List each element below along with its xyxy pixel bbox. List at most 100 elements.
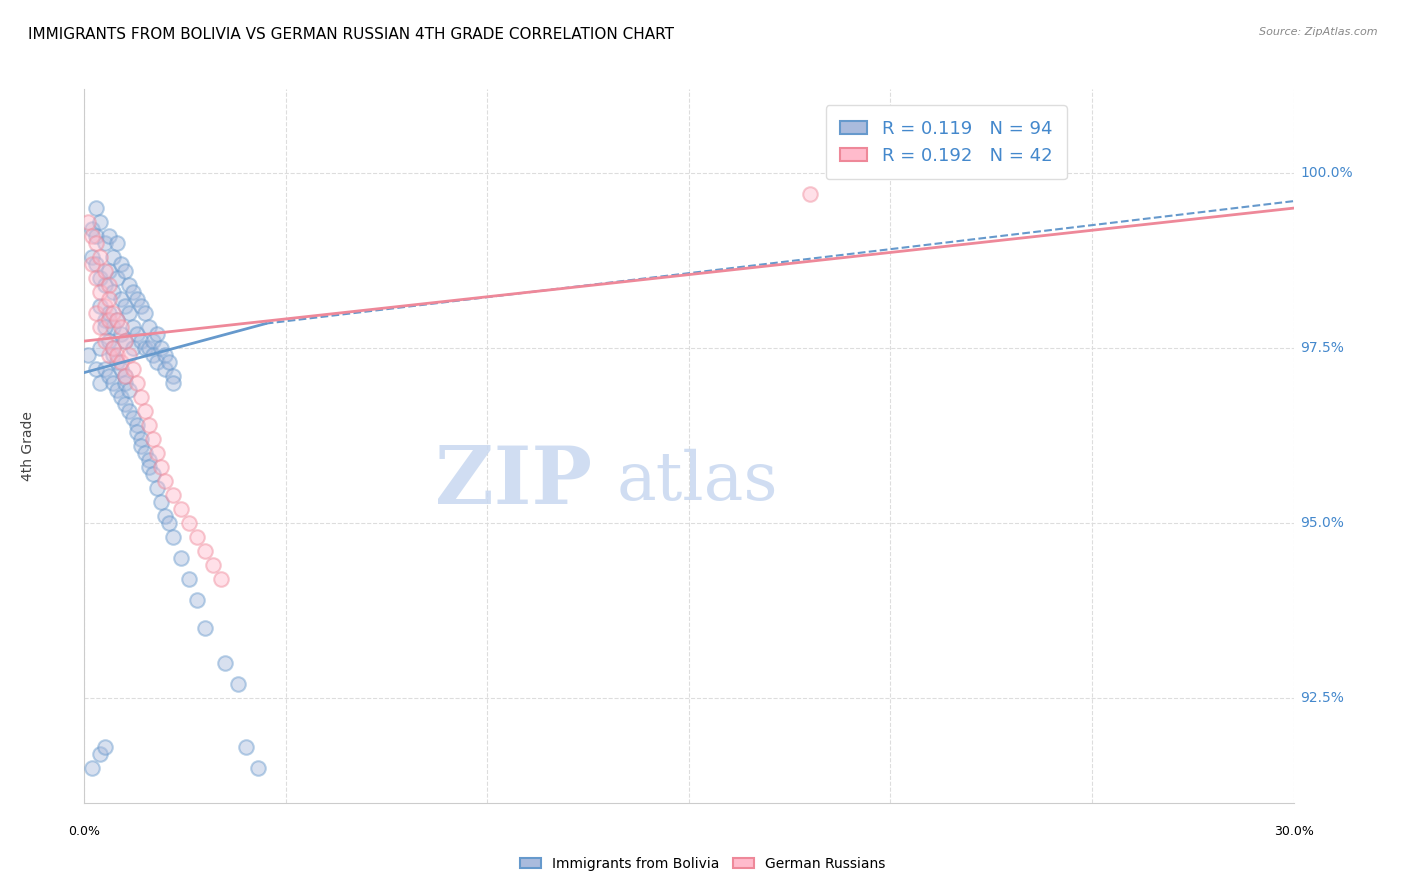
Text: ZIP: ZIP xyxy=(436,442,592,521)
Point xyxy=(97,348,120,362)
Point xyxy=(146,327,169,342)
Point xyxy=(138,417,160,432)
Point xyxy=(179,572,201,586)
Point xyxy=(89,250,111,264)
Point xyxy=(125,292,148,306)
Point xyxy=(129,439,152,453)
Point xyxy=(89,747,111,761)
Point xyxy=(129,334,152,348)
Point xyxy=(114,369,136,384)
Point xyxy=(118,383,141,397)
Point xyxy=(142,348,165,362)
Text: 92.5%: 92.5% xyxy=(1301,691,1344,705)
Point xyxy=(86,271,108,285)
Point xyxy=(129,432,152,446)
Point xyxy=(97,278,120,293)
Point xyxy=(114,264,136,278)
Point xyxy=(121,362,143,376)
Text: 30.0%: 30.0% xyxy=(1274,825,1313,838)
Point xyxy=(121,320,143,334)
Point xyxy=(82,229,104,244)
Point xyxy=(110,362,132,376)
Point xyxy=(226,677,249,691)
Point xyxy=(89,376,111,390)
Point xyxy=(125,376,148,390)
Point xyxy=(114,397,136,411)
Point xyxy=(157,516,180,530)
Point xyxy=(86,229,108,244)
Point xyxy=(97,369,120,384)
Point xyxy=(110,390,132,404)
Point xyxy=(214,656,236,670)
Point xyxy=(89,320,111,334)
Point xyxy=(77,348,100,362)
Point xyxy=(82,761,104,775)
Point xyxy=(110,320,132,334)
Point xyxy=(142,334,165,348)
Point xyxy=(101,306,124,320)
Point xyxy=(93,278,115,293)
Point xyxy=(157,355,180,369)
Point xyxy=(97,264,120,278)
Point xyxy=(235,739,257,754)
Point xyxy=(146,481,169,495)
Point xyxy=(121,341,143,355)
Point xyxy=(77,215,100,229)
Point xyxy=(170,502,193,516)
Point xyxy=(134,404,156,418)
Point xyxy=(101,285,124,299)
Point xyxy=(153,362,176,376)
Point xyxy=(105,348,128,362)
Point xyxy=(82,257,104,271)
Point xyxy=(105,236,128,251)
Point xyxy=(138,341,160,355)
Point xyxy=(114,376,136,390)
Point xyxy=(209,572,232,586)
Text: 97.5%: 97.5% xyxy=(1301,341,1344,355)
Point xyxy=(170,550,193,565)
Point xyxy=(101,341,124,355)
Point xyxy=(89,271,111,285)
Point xyxy=(101,320,124,334)
Point xyxy=(162,376,184,390)
Point xyxy=(110,257,132,271)
Legend: Immigrants from Bolivia, German Russians: Immigrants from Bolivia, German Russians xyxy=(515,851,891,876)
Point xyxy=(97,334,120,348)
Text: 100.0%: 100.0% xyxy=(1301,166,1353,180)
Point xyxy=(101,348,124,362)
Point xyxy=(146,446,169,460)
Text: Source: ZipAtlas.com: Source: ZipAtlas.com xyxy=(1260,27,1378,37)
Point xyxy=(194,621,217,635)
Text: 95.0%: 95.0% xyxy=(1301,516,1344,530)
Point xyxy=(153,348,176,362)
Point xyxy=(86,362,108,376)
Point xyxy=(125,327,148,342)
Point xyxy=(93,299,115,313)
Point xyxy=(114,369,136,384)
Point xyxy=(142,467,165,481)
Point xyxy=(82,250,104,264)
Point xyxy=(134,306,156,320)
Point xyxy=(134,341,156,355)
Point xyxy=(129,299,152,313)
Point xyxy=(118,348,141,362)
Point xyxy=(89,341,111,355)
Text: atlas: atlas xyxy=(616,449,778,515)
Point xyxy=(162,488,184,502)
Point xyxy=(118,404,141,418)
Point xyxy=(246,761,269,775)
Point xyxy=(121,285,143,299)
Point xyxy=(93,313,115,327)
Point xyxy=(114,334,136,348)
Point xyxy=(149,460,172,475)
Point xyxy=(105,355,128,369)
Point xyxy=(186,593,208,607)
Point xyxy=(125,425,148,439)
Point xyxy=(138,320,160,334)
Point xyxy=(93,334,115,348)
Point xyxy=(86,236,108,251)
Point xyxy=(101,376,124,390)
Text: IMMIGRANTS FROM BOLIVIA VS GERMAN RUSSIAN 4TH GRADE CORRELATION CHART: IMMIGRANTS FROM BOLIVIA VS GERMAN RUSSIA… xyxy=(28,27,673,42)
Point xyxy=(125,417,148,432)
Point xyxy=(86,257,108,271)
